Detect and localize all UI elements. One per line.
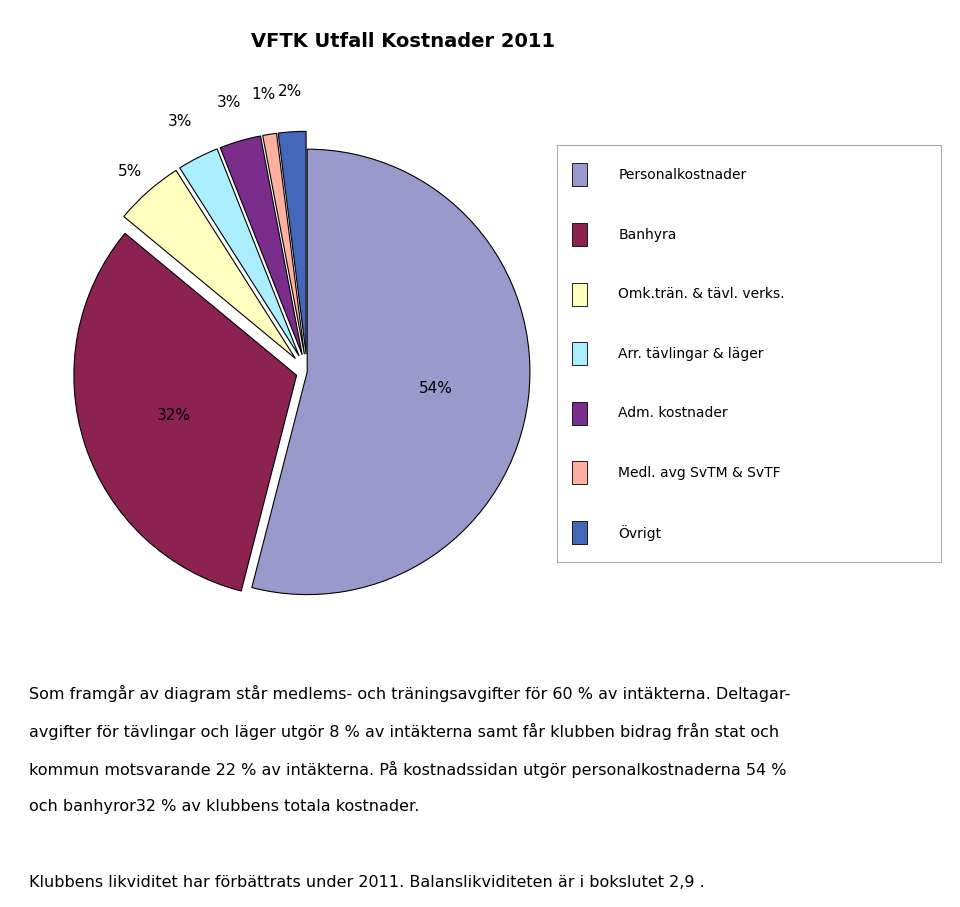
- Text: 2%: 2%: [277, 84, 301, 99]
- FancyBboxPatch shape: [557, 145, 941, 562]
- Text: Som framgår av diagram står medlems- och träningsavgifter för 60 % av intäkterna: Som framgår av diagram står medlems- och…: [29, 685, 790, 702]
- Text: 5%: 5%: [118, 164, 143, 179]
- Text: Övrigt: Övrigt: [618, 524, 661, 541]
- Text: Personalkostnader: Personalkostnader: [618, 168, 747, 182]
- FancyBboxPatch shape: [572, 283, 587, 306]
- Wedge shape: [252, 149, 530, 595]
- Wedge shape: [124, 171, 296, 358]
- Text: 32%: 32%: [156, 408, 191, 423]
- Wedge shape: [180, 149, 300, 356]
- Text: kommun motsvarande 22 % av intäkterna. På kostnadssidan utgör personalkostnadern: kommun motsvarande 22 % av intäkterna. P…: [29, 761, 786, 778]
- FancyBboxPatch shape: [572, 462, 587, 484]
- Text: avgifter för tävlingar och läger utgör 8 % av intäkterna samt får klubben bidrag: avgifter för tävlingar och läger utgör 8…: [29, 723, 779, 740]
- FancyBboxPatch shape: [572, 223, 587, 246]
- FancyBboxPatch shape: [572, 521, 587, 544]
- FancyBboxPatch shape: [572, 402, 587, 424]
- Text: Adm. kostnader: Adm. kostnader: [618, 406, 728, 420]
- Text: VFTK Utfall Kostnader 2011: VFTK Utfall Kostnader 2011: [252, 32, 555, 51]
- Text: Omk.trän. & tävl. verks.: Omk.trän. & tävl. verks.: [618, 288, 784, 301]
- Text: 3%: 3%: [217, 95, 241, 110]
- Text: och banhyror32 % av klubbens totala kostnader.: och banhyror32 % av klubbens totala kost…: [29, 799, 420, 814]
- Text: 3%: 3%: [168, 114, 192, 130]
- Text: Arr. tävlingar & läger: Arr. tävlingar & läger: [618, 346, 764, 361]
- Wedge shape: [220, 136, 302, 355]
- FancyBboxPatch shape: [572, 342, 587, 366]
- Wedge shape: [278, 132, 306, 354]
- FancyBboxPatch shape: [572, 163, 587, 187]
- Wedge shape: [74, 233, 297, 591]
- Text: Medl. avg SvTM & SvTF: Medl. avg SvTM & SvTF: [618, 466, 780, 480]
- Text: 1%: 1%: [252, 87, 276, 102]
- Wedge shape: [263, 133, 304, 355]
- Text: 54%: 54%: [419, 381, 452, 395]
- Text: Banhyra: Banhyra: [618, 228, 677, 241]
- Text: Klubbens likviditet har förbättrats under 2011. Balanslikviditeten är i bokslute: Klubbens likviditet har förbättrats unde…: [29, 875, 705, 891]
